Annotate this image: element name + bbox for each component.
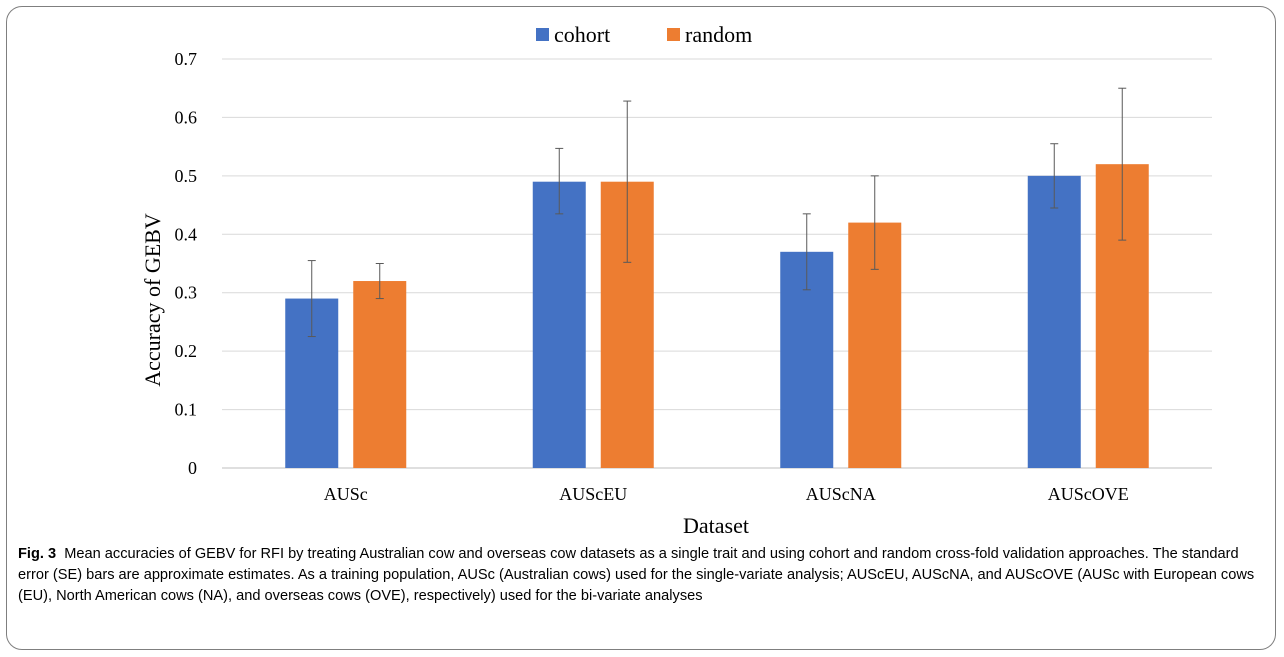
y-tick-label: 0.4	[175, 224, 198, 244]
x-axis-title: Dataset	[683, 513, 749, 538]
y-tick-label: 0.2	[175, 341, 198, 361]
x-tick-label: AUScOVE	[1048, 484, 1129, 504]
legend-label-cohort: cohort	[554, 22, 610, 47]
x-tick-label: AUScEU	[559, 484, 627, 504]
bar-cohort-AUScEU	[532, 181, 586, 468]
y-tick-label: 0	[188, 458, 197, 478]
bar-random-AUSc	[353, 281, 407, 468]
figure-caption: Fig. 3 Mean accuracies of GEBV for RFI b…	[18, 544, 1268, 607]
x-tick-label: AUScNA	[806, 484, 876, 504]
y-tick-labels: 0 0.1 0.2 0.3 0.4 0.5 0.6 0.7	[175, 49, 198, 478]
y-tick-label: 0.7	[175, 49, 198, 69]
legend-label-random: random	[685, 22, 752, 47]
y-tick-label: 0.1	[175, 400, 198, 420]
x-tick-labels: AUSc AUScEU AUScNA AUScOVE	[324, 484, 1129, 504]
bar-chart: 00.10.20.30.40.50.60.7 AUSc AUScEU AUScNA A…	[140, 22, 1212, 538]
legend-swatch-random	[667, 28, 680, 41]
x-tick-label: AUSc	[324, 484, 368, 504]
figure-caption-text: Mean accuracies of GEBV for RFI by treat…	[18, 546, 1255, 604]
error-bars	[307, 87, 1127, 338]
bar-cohort-AUScOVE	[1027, 175, 1081, 468]
bars	[285, 164, 1149, 468]
y-axis-title: Accuracy of GEBV	[140, 213, 165, 387]
y-tick-label: 0.6	[175, 107, 198, 127]
y-tick-label: 0.3	[175, 283, 198, 303]
legend: cohort random	[536, 22, 752, 47]
y-tick-label: 0.5	[175, 166, 198, 186]
figure-label: Fig. 3	[18, 546, 57, 562]
legend-swatch-cohort	[536, 28, 549, 41]
